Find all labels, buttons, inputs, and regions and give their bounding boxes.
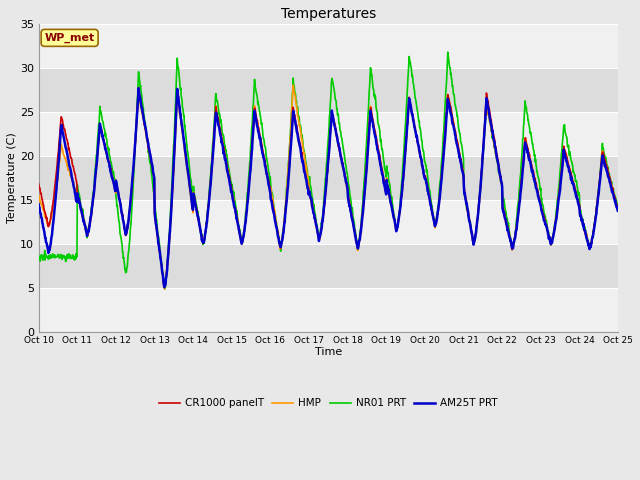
Y-axis label: Temperature (C): Temperature (C) (7, 132, 17, 223)
Bar (38, 288, 618, 332)
Title: Temperatures: Temperatures (281, 7, 376, 21)
Legend: CR1000 panelT, HMP, NR01 PRT, AM25T PRT: CR1000 panelT, HMP, NR01 PRT, AM25T PRT (155, 394, 502, 413)
Bar (38, 24, 618, 68)
X-axis label: Time: Time (315, 347, 342, 357)
Bar (38, 111, 618, 156)
Text: WP_met: WP_met (45, 33, 95, 43)
Bar (38, 200, 618, 243)
